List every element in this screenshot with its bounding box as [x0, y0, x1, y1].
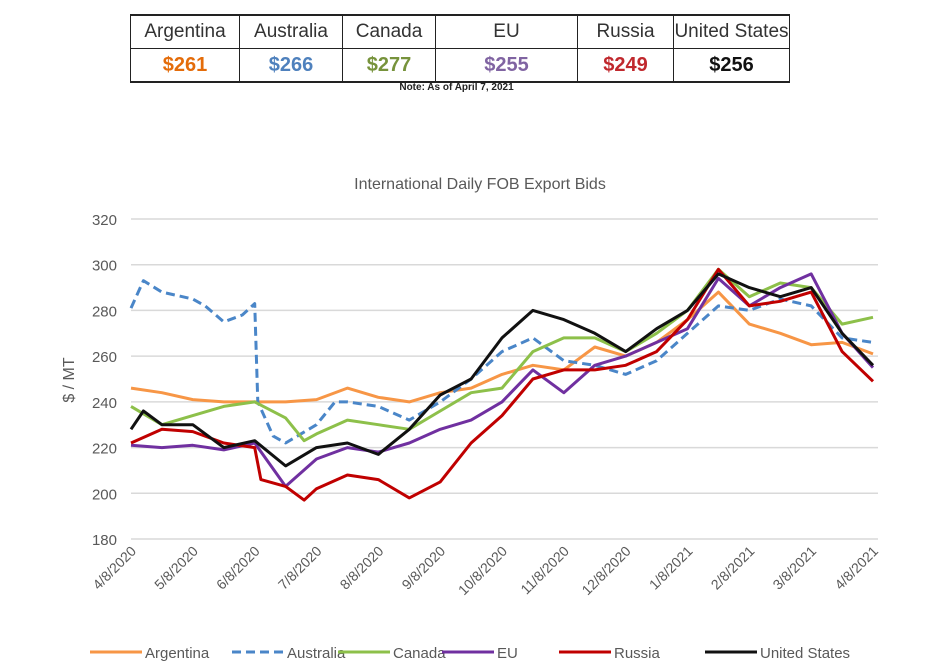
y-tick-label: 300 — [92, 258, 117, 275]
x-tick-label: 5/8/2020 — [151, 543, 201, 593]
price-australia: $266 — [239, 48, 343, 82]
series-line-eu — [130, 272, 875, 488]
series-line-australia — [129, 279, 874, 445]
x-tick-label: 1/8/2021 — [646, 543, 696, 593]
x-tick-label: 8/8/2020 — [337, 543, 387, 593]
x-tick-label: 12/8/2020 — [578, 543, 634, 599]
header-united-states: United States — [673, 15, 790, 49]
header-argentina: Argentina — [130, 15, 240, 49]
x-tick-label: 11/8/2020 — [517, 543, 572, 598]
y-tick-label: 260 — [92, 349, 117, 366]
y-tick-label: 280 — [92, 303, 117, 320]
y-tick-label: 320 — [92, 212, 117, 229]
y-tick-label: 180 — [92, 532, 117, 549]
price-summary-table: Argentina Australia Canada EU Russia United S… — [130, 14, 790, 83]
x-tick-label: 6/8/2020 — [213, 543, 263, 593]
price-argentina: $261 — [130, 48, 240, 82]
legend-label: EU — [497, 645, 518, 662]
price-eu: $255 — [435, 48, 578, 82]
table-note: Note: As of April 7, 2021 — [399, 82, 514, 93]
series-line-canada — [130, 267, 874, 443]
y-tick-label: 220 — [92, 441, 117, 458]
legend-label: United States — [760, 645, 850, 662]
price-russia: $249 — [577, 48, 674, 82]
y-tick-label: 200 — [92, 486, 117, 503]
x-tick-label: 9/8/2020 — [398, 543, 448, 593]
series-line-argentina — [130, 290, 874, 404]
y-tick-label: 240 — [92, 395, 117, 412]
header-canada: Canada — [342, 15, 436, 49]
legend-label: Australia — [287, 645, 346, 662]
header-australia: Australia — [239, 15, 343, 49]
legend-label: Russia — [614, 645, 661, 662]
y-axis-label: $ / MT — [61, 357, 78, 403]
header-eu: EU — [435, 15, 578, 49]
header-russia: Russia — [577, 15, 674, 49]
price-value-row: $261 $266 $277 $255 $249 $256 — [130, 48, 790, 82]
series-line-russia — [130, 267, 875, 502]
x-tick-label: 7/8/2020 — [275, 543, 325, 593]
x-tick-label: 4/8/2021 — [831, 543, 881, 593]
series-line-united-states — [129, 272, 875, 468]
price-united-states: $256 — [673, 48, 790, 82]
legend-label: Argentina — [145, 645, 210, 662]
chart-title: International Daily FOB Export Bids — [354, 176, 606, 193]
x-tick-label: 4/8/2020 — [89, 543, 139, 593]
country-header-row: Argentina Australia Canada EU Russia United S… — [130, 15, 790, 49]
price-canada: $277 — [342, 48, 436, 82]
x-tick-label: 10/8/2020 — [455, 543, 511, 599]
x-tick-label: 2/8/2021 — [708, 543, 758, 593]
legend-label: Canada — [393, 645, 446, 662]
x-tick-label: 3/8/2021 — [769, 543, 819, 593]
